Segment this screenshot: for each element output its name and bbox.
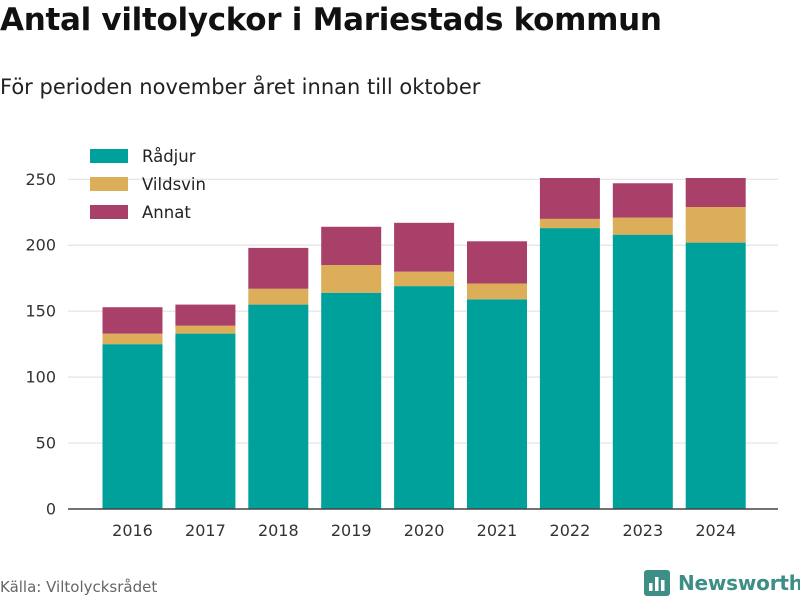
bar-rådjur-2022 [539, 228, 600, 510]
bar-annat-2024 [685, 177, 746, 207]
x-tick-label: 2022 [550, 521, 591, 540]
x-tick-label: 2020 [404, 521, 445, 540]
bar-annat-2020 [394, 222, 455, 272]
bar-annat-2016 [102, 307, 163, 334]
bar-vildsvin-2019 [321, 265, 382, 293]
chart-title: Antal viltolyckor i Mariestads kommun [0, 2, 662, 38]
x-tick-label: 2024 [695, 521, 736, 540]
bar-vildsvin-2018 [248, 288, 309, 305]
bar-rådjur-2023 [612, 234, 673, 509]
legend-swatch-annat [90, 205, 128, 219]
axes: 0 50 100 150 200 250 2016 2017 2018 2019 2020 2021 2… [25, 170, 778, 540]
bar-annat-2018 [248, 247, 309, 289]
legend-label-rådjur: Rådjur [142, 147, 196, 166]
x-tick-label: 2023 [622, 521, 663, 540]
bar-rådjur-2017 [175, 333, 236, 509]
y-tick-label: 50 [36, 434, 56, 453]
x-tick-label: 2019 [331, 521, 372, 540]
legend-swatch-vildsvin [90, 177, 128, 191]
bar-rådjur-2024 [685, 242, 746, 509]
bar-rådjur-2018 [248, 304, 309, 509]
bar-annat-2023 [612, 183, 673, 218]
x-tick-label: 2018 [258, 521, 299, 540]
bar-vildsvin-2020 [394, 271, 455, 287]
x-tick-label: 2021 [477, 521, 518, 540]
bar-rådjur-2020 [394, 286, 455, 509]
newsworthy-logo-icon [644, 570, 670, 596]
bar-vildsvin-2024 [685, 206, 746, 243]
bar-series [102, 177, 746, 510]
bar-vildsvin-2021 [467, 283, 527, 300]
brand-name: Newsworthy [678, 571, 800, 595]
bar-annat-2017 [175, 304, 236, 326]
bar-vildsvin-2023 [612, 217, 673, 235]
source-note: Källa: Viltolycksrådet [0, 578, 158, 596]
brand-logo: Newsworthy [644, 570, 800, 596]
legend-label-annat: Annat [142, 203, 191, 222]
legend: Rådjur Vildsvin Annat [90, 147, 206, 222]
legend-swatch-rådjur [90, 149, 128, 163]
bar-annat-2021 [467, 241, 527, 284]
x-tick-label: 2017 [185, 521, 226, 540]
y-tick-label: 0 [46, 500, 56, 519]
bar-vildsvin-2017 [175, 325, 236, 334]
y-tick-label: 200 [25, 236, 56, 255]
legend-label-vildsvin: Vildsvin [142, 175, 206, 194]
chart-subtitle: För perioden november året innan till ok… [0, 75, 481, 99]
bar-rådjur-2021 [467, 299, 527, 509]
x-tick-label: 2016 [112, 521, 153, 540]
y-tick-label: 100 [25, 368, 56, 387]
y-tick-label: 150 [25, 302, 56, 321]
bar-annat-2022 [539, 177, 600, 219]
bar-vildsvin-2016 [102, 333, 163, 345]
bar-vildsvin-2022 [539, 218, 600, 229]
bar-rådjur-2019 [321, 292, 382, 509]
bar-rådjur-2016 [102, 344, 163, 509]
bar-annat-2019 [321, 226, 382, 266]
y-tick-label: 250 [25, 170, 56, 189]
